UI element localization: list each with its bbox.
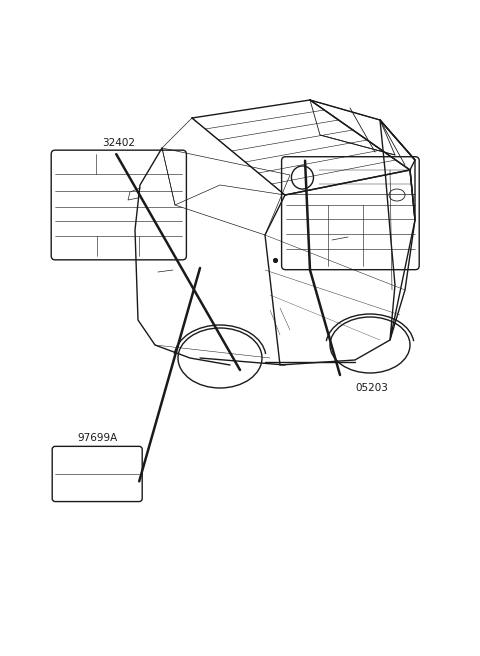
Text: 97699A: 97699A (77, 434, 117, 443)
Text: 32402: 32402 (102, 138, 135, 148)
Text: 05203: 05203 (355, 383, 388, 393)
